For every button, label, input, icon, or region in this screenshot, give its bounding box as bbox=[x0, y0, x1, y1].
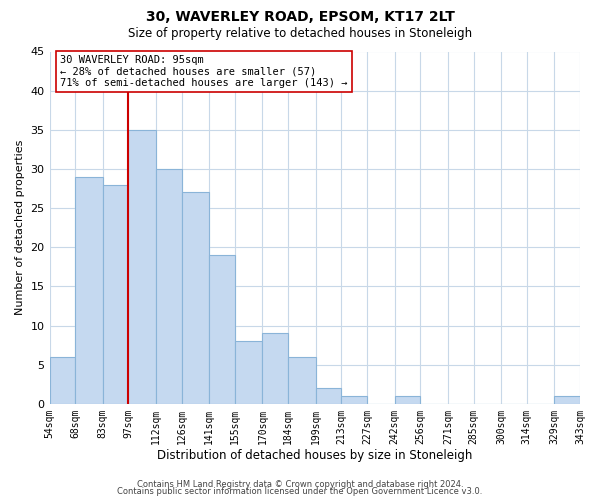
Bar bbox=[341, 396, 367, 404]
Bar bbox=[288, 357, 316, 404]
Bar bbox=[75, 177, 103, 404]
Text: 30, WAVERLEY ROAD, EPSOM, KT17 2LT: 30, WAVERLEY ROAD, EPSOM, KT17 2LT bbox=[146, 10, 454, 24]
Text: 30 WAVERLEY ROAD: 95sqm
← 28% of detached houses are smaller (57)
71% of semi-de: 30 WAVERLEY ROAD: 95sqm ← 28% of detache… bbox=[60, 55, 347, 88]
Bar bbox=[395, 396, 421, 404]
Text: Contains HM Land Registry data © Crown copyright and database right 2024.: Contains HM Land Registry data © Crown c… bbox=[137, 480, 463, 489]
Y-axis label: Number of detached properties: Number of detached properties bbox=[15, 140, 25, 316]
Bar bbox=[156, 169, 182, 404]
Text: Contains public sector information licensed under the Open Government Licence v3: Contains public sector information licen… bbox=[118, 488, 482, 496]
Bar bbox=[103, 184, 128, 404]
Text: Size of property relative to detached houses in Stoneleigh: Size of property relative to detached ho… bbox=[128, 28, 472, 40]
Bar bbox=[209, 255, 235, 404]
Bar bbox=[235, 341, 262, 404]
X-axis label: Distribution of detached houses by size in Stoneleigh: Distribution of detached houses by size … bbox=[157, 450, 472, 462]
Bar bbox=[262, 334, 288, 404]
Bar bbox=[554, 396, 580, 404]
Bar bbox=[182, 192, 209, 404]
Bar bbox=[128, 130, 156, 404]
Bar bbox=[50, 357, 75, 404]
Bar bbox=[316, 388, 341, 404]
